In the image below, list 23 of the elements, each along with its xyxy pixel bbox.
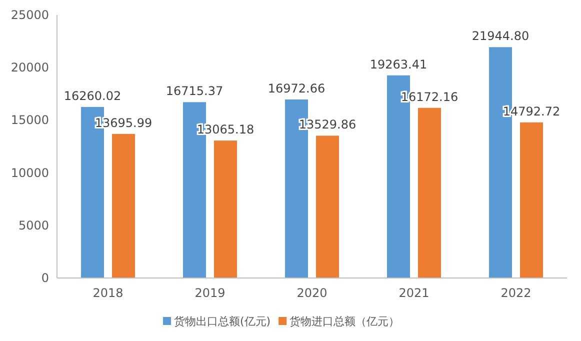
bar <box>112 134 135 278</box>
data-label: 16260.02 <box>64 88 122 103</box>
y-tick-label: 5000 <box>18 218 49 232</box>
x-tick-label: 2021 <box>398 286 430 300</box>
y-tick-label: 0 <box>41 271 49 285</box>
y-tick-label: 25000 <box>10 8 49 22</box>
y-tick-label: 20000 <box>10 60 49 75</box>
data-label: 16972.66 <box>268 81 326 96</box>
data-label: 21944.80 <box>472 29 530 44</box>
x-tick-label: 2019 <box>194 286 226 300</box>
legend-label: 货物进口总额（亿元） <box>290 315 400 328</box>
bar <box>214 140 237 278</box>
y-tick-label: 10000 <box>10 166 49 180</box>
data-label: 19263.41 <box>370 57 428 72</box>
x-tick-label: 2018 <box>92 286 124 300</box>
y-tick-label: 15000 <box>10 113 49 128</box>
bar <box>520 122 543 278</box>
x-tick-label: 2022 <box>500 286 532 300</box>
bar <box>418 108 441 278</box>
bar <box>316 136 339 278</box>
x-tick-label: 2020 <box>296 286 328 300</box>
data-label: 16715.37 <box>166 84 224 98</box>
legend-label: 货物出口总额(亿元) <box>174 315 271 328</box>
